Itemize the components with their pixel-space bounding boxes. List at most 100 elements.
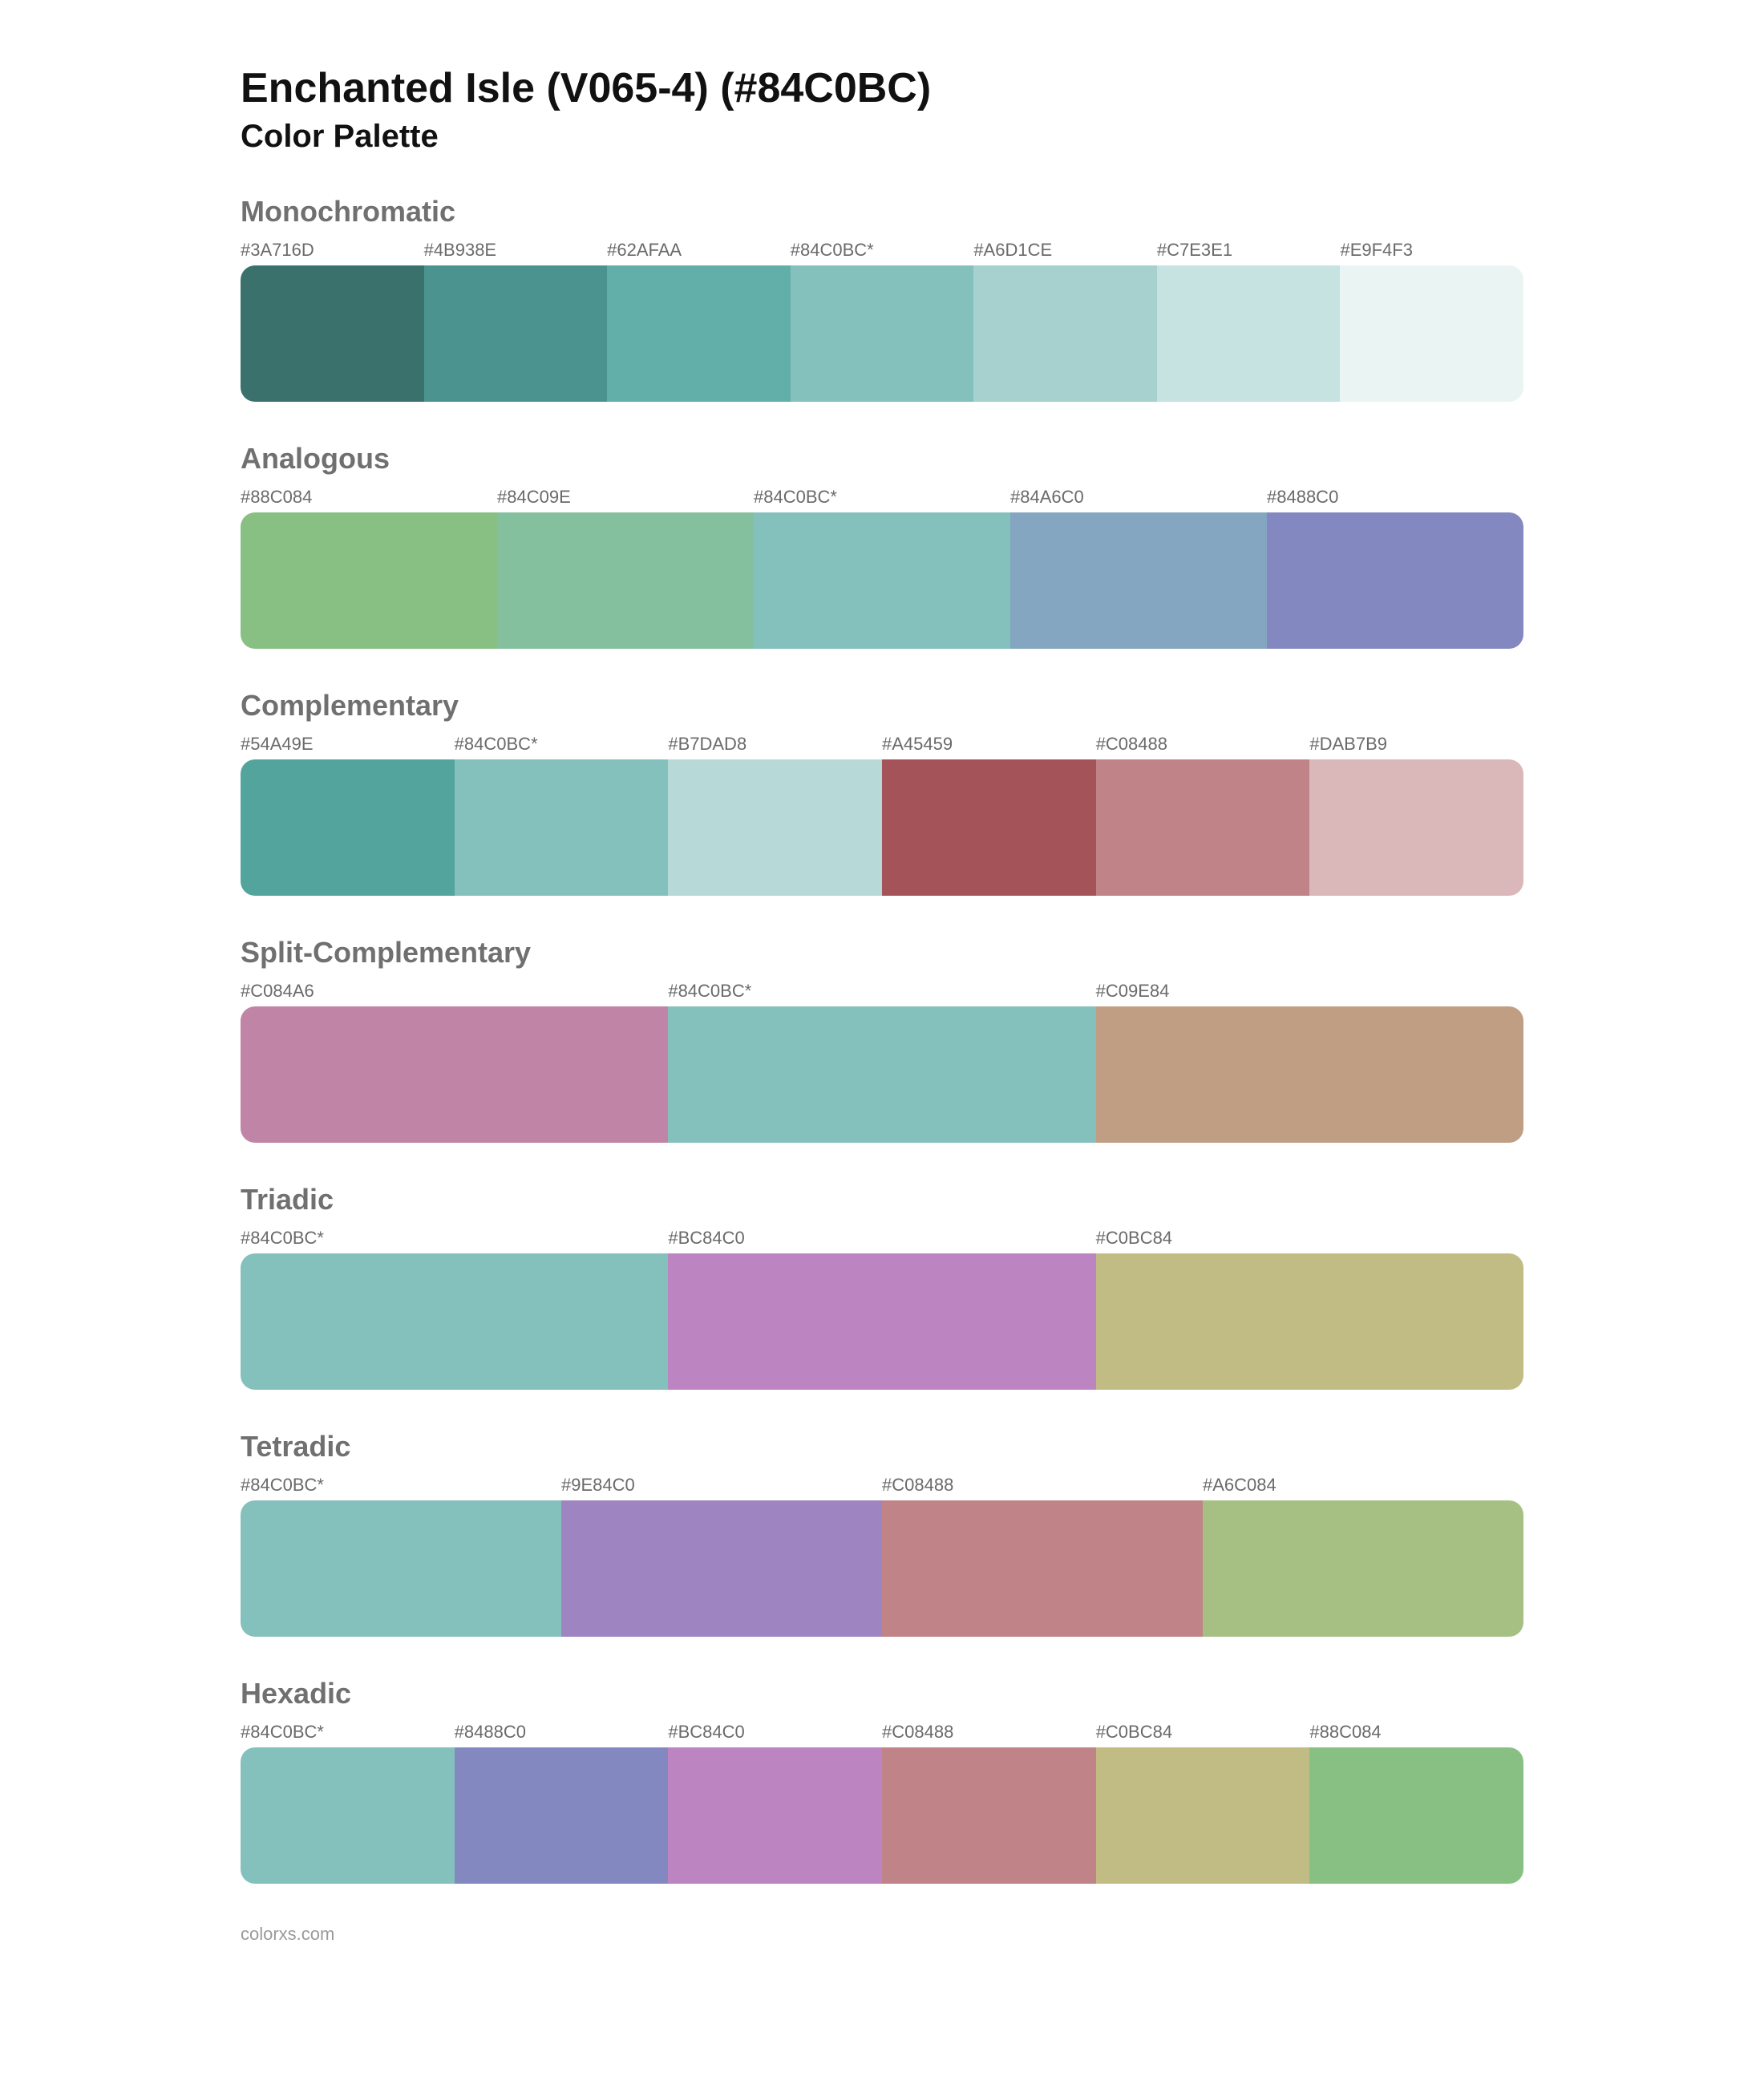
swatch-label: #8488C0 xyxy=(455,1722,669,1747)
swatch-label: #A45459 xyxy=(882,734,1096,759)
swatch-label: #B7DAD8 xyxy=(668,734,882,759)
swatch-row xyxy=(241,1500,1523,1637)
palette-section: Monochromatic #3A716D#4B938E#62AFAA#84C0B… xyxy=(241,195,1523,402)
swatch-label: #C08488 xyxy=(882,1722,1096,1747)
swatch-label: #A6C084 xyxy=(1203,1475,1523,1500)
palette-section: Hexadic #84C0BC*#8488C0#BC84C0#C08488#C0B… xyxy=(241,1677,1523,1884)
swatch-row xyxy=(241,1006,1523,1143)
color-swatch xyxy=(791,265,974,402)
color-swatch xyxy=(241,1500,561,1637)
swatch-label-row: #3A716D#4B938E#62AFAA#84C0BC*#A6D1CE#C7E… xyxy=(241,240,1523,265)
palette-section: Split-Complementary #C084A6#84C0BC*#C09E8… xyxy=(241,936,1523,1143)
swatch-label: #DAB7B9 xyxy=(1309,734,1523,759)
swatch-label: #C0BC84 xyxy=(1096,1228,1523,1253)
swatch-label-row: #84C0BC*#9E84C0#C08488#A6C084 xyxy=(241,1475,1523,1500)
palette-section: Analogous #88C084#84C09E#84C0BC*#84A6C0#8… xyxy=(241,442,1523,649)
swatch-label-row: #84C0BC*#8488C0#BC84C0#C08488#C0BC84#88C… xyxy=(241,1722,1523,1747)
swatch-row xyxy=(241,265,1523,402)
swatch-label: #C0BC84 xyxy=(1096,1722,1310,1747)
swatch-label: #C08488 xyxy=(882,1475,1203,1500)
color-swatch xyxy=(497,512,754,649)
color-swatch xyxy=(1096,1747,1310,1884)
color-swatch xyxy=(668,759,882,896)
color-swatch xyxy=(455,1747,669,1884)
swatch-label: #C09E84 xyxy=(1096,981,1523,1006)
color-swatch xyxy=(882,1500,1203,1637)
color-swatch xyxy=(1203,1500,1523,1637)
color-swatch xyxy=(607,265,791,402)
color-swatch xyxy=(241,512,497,649)
section-title: Hexadic xyxy=(241,1677,1523,1711)
swatch-label: #C084A6 xyxy=(241,981,668,1006)
page-title: Enchanted Isle (V065-4) (#84C0BC) xyxy=(241,64,1523,112)
swatch-label: #84C0BC* xyxy=(241,1228,668,1253)
section-title: Monochromatic xyxy=(241,195,1523,229)
swatch-label: #54A49E xyxy=(241,734,455,759)
color-swatch xyxy=(561,1500,882,1637)
swatch-label: #62AFAA xyxy=(607,240,791,265)
color-swatch xyxy=(1010,512,1267,649)
swatch-label: #9E84C0 xyxy=(561,1475,882,1500)
swatch-label: #84C0BC* xyxy=(791,240,974,265)
color-swatch xyxy=(1096,1006,1523,1143)
color-swatch xyxy=(1309,759,1523,896)
section-title: Complementary xyxy=(241,689,1523,723)
color-swatch xyxy=(1340,265,1523,402)
swatch-label: #BC84C0 xyxy=(668,1228,1095,1253)
color-swatch xyxy=(455,759,669,896)
palette-section: Triadic #84C0BC*#BC84C0#C0BC84 xyxy=(241,1183,1523,1390)
swatch-label: #E9F4F3 xyxy=(1340,240,1523,265)
swatch-label: #4B938E xyxy=(424,240,608,265)
swatch-label: #84A6C0 xyxy=(1010,487,1267,512)
swatch-label: #C7E3E1 xyxy=(1157,240,1341,265)
swatch-label: #84C09E xyxy=(497,487,754,512)
section-title: Analogous xyxy=(241,442,1523,476)
color-swatch xyxy=(241,265,424,402)
swatch-row xyxy=(241,1253,1523,1390)
color-swatch xyxy=(1096,1253,1523,1390)
footer-credit: colorxs.com xyxy=(241,1924,1523,1945)
page-subtitle: Color Palette xyxy=(241,119,1523,155)
swatch-label: #BC84C0 xyxy=(668,1722,882,1747)
swatch-label: #88C084 xyxy=(241,487,497,512)
swatch-label-row: #C084A6#84C0BC*#C09E84 xyxy=(241,981,1523,1006)
color-swatch xyxy=(882,1747,1096,1884)
swatch-label-row: #88C084#84C09E#84C0BC*#84A6C0#8488C0 xyxy=(241,487,1523,512)
color-swatch xyxy=(668,1747,882,1884)
palette-sections: Monochromatic#3A716D#4B938E#62AFAA#84C0B… xyxy=(241,195,1523,1884)
swatch-label: #84C0BC* xyxy=(241,1722,455,1747)
swatch-row xyxy=(241,512,1523,649)
section-title: Triadic xyxy=(241,1183,1523,1217)
swatch-row xyxy=(241,1747,1523,1884)
color-swatch xyxy=(424,265,608,402)
swatch-label: #3A716D xyxy=(241,240,424,265)
section-title: Split-Complementary xyxy=(241,936,1523,970)
color-swatch xyxy=(241,1253,668,1390)
color-swatch xyxy=(973,265,1157,402)
color-swatch xyxy=(1157,265,1341,402)
color-swatch xyxy=(754,512,1010,649)
swatch-label: #84C0BC* xyxy=(668,981,1095,1006)
swatch-label: #84C0BC* xyxy=(455,734,669,759)
color-swatch xyxy=(882,759,1096,896)
color-swatch xyxy=(241,759,455,896)
color-swatch xyxy=(1267,512,1523,649)
color-swatch xyxy=(1096,759,1310,896)
palette-section: Tetradic #84C0BC*#9E84C0#C08488#A6C084 xyxy=(241,1430,1523,1637)
color-swatch xyxy=(668,1253,1095,1390)
swatch-label: #C08488 xyxy=(1096,734,1310,759)
color-swatch xyxy=(241,1006,668,1143)
swatch-label: #84C0BC* xyxy=(241,1475,561,1500)
swatch-row xyxy=(241,759,1523,896)
palette-section: Complementary #54A49E#84C0BC*#B7DAD8#A454… xyxy=(241,689,1523,896)
color-swatch xyxy=(241,1747,455,1884)
swatch-label: #8488C0 xyxy=(1267,487,1523,512)
color-swatch xyxy=(668,1006,1095,1143)
section-title: Tetradic xyxy=(241,1430,1523,1464)
swatch-label: #88C084 xyxy=(1309,1722,1523,1747)
color-swatch xyxy=(1309,1747,1523,1884)
swatch-label: #84C0BC* xyxy=(754,487,1010,512)
swatch-label-row: #84C0BC*#BC84C0#C0BC84 xyxy=(241,1228,1523,1253)
swatch-label-row: #54A49E#84C0BC*#B7DAD8#A45459#C08488#DAB… xyxy=(241,734,1523,759)
swatch-label: #A6D1CE xyxy=(973,240,1157,265)
